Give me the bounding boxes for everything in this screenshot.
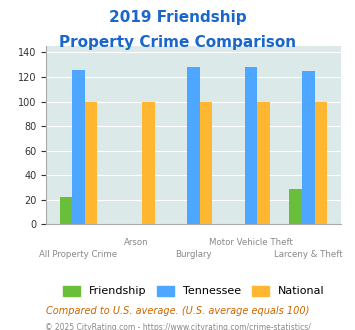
Bar [302, 71, 315, 224]
Text: Larceny & Theft: Larceny & Theft [274, 250, 343, 259]
Bar [315, 102, 327, 224]
Text: Burglary: Burglary [175, 250, 212, 259]
Bar [60, 197, 72, 224]
Bar [142, 102, 155, 224]
Legend: Friendship, Tennessee, National: Friendship, Tennessee, National [59, 281, 328, 301]
Text: Compared to U.S. average. (U.S. average equals 100): Compared to U.S. average. (U.S. average … [46, 306, 309, 316]
Text: All Property Crime: All Property Crime [39, 250, 118, 259]
Text: Motor Vehicle Theft: Motor Vehicle Theft [209, 238, 293, 247]
Bar [257, 102, 270, 224]
Bar [200, 102, 212, 224]
Bar [72, 70, 85, 224]
Bar [245, 67, 257, 224]
Bar [187, 67, 200, 224]
Text: Property Crime Comparison: Property Crime Comparison [59, 35, 296, 50]
Text: Arson: Arson [124, 238, 148, 247]
Bar [85, 102, 98, 224]
Text: © 2025 CityRating.com - https://www.cityrating.com/crime-statistics/: © 2025 CityRating.com - https://www.city… [45, 323, 310, 330]
Text: 2019 Friendship: 2019 Friendship [109, 10, 246, 25]
Bar [289, 189, 302, 224]
